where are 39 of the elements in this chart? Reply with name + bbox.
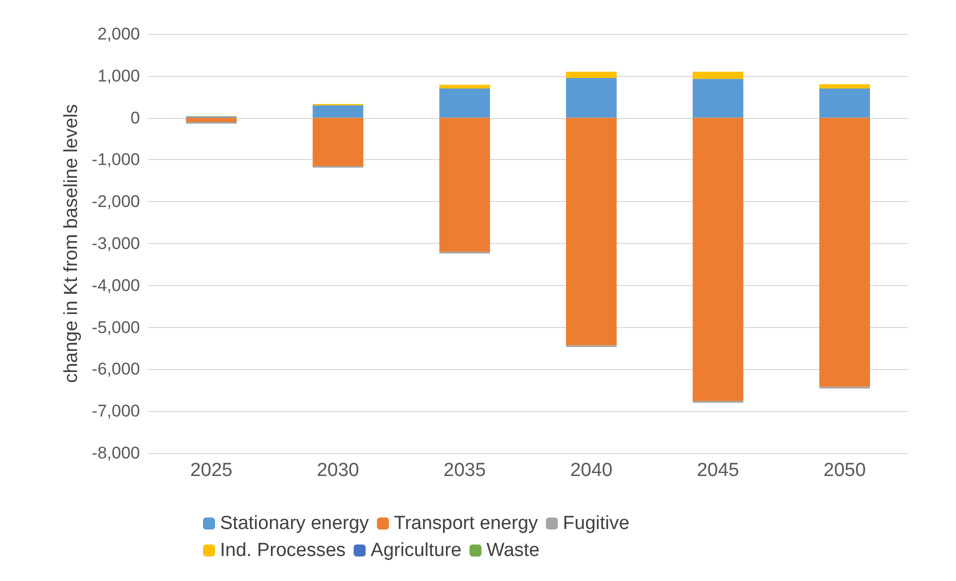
x-tick-label: 2025 bbox=[190, 460, 232, 481]
bar bbox=[819, 88, 870, 118]
bar bbox=[819, 84, 870, 88]
bar bbox=[692, 78, 744, 118]
bar bbox=[186, 118, 237, 122]
legend-label: Agriculture bbox=[370, 540, 462, 561]
x-tick-label: 2035 bbox=[444, 460, 486, 481]
bar bbox=[439, 84, 490, 88]
legend-label: Waste bbox=[486, 540, 540, 561]
x-tick-label: 2045 bbox=[696, 460, 740, 481]
x-tick-label: 2050 bbox=[824, 460, 866, 481]
bar bbox=[566, 78, 617, 118]
y-tick-label: -7,000 bbox=[92, 402, 140, 421]
x-tick-label: 2040 bbox=[570, 460, 612, 481]
legend-label: Transport energy bbox=[394, 513, 538, 534]
y-tick-label: -1,000 bbox=[92, 150, 140, 170]
y-tick-label: 1,000 bbox=[97, 66, 140, 86]
bar bbox=[692, 118, 744, 402]
x-tick-label: 2030 bbox=[316, 460, 360, 481]
y-tick-label: -8,000 bbox=[92, 444, 140, 462]
bar bbox=[312, 118, 364, 166]
y-tick-label: -5,000 bbox=[92, 318, 140, 337]
bar bbox=[692, 72, 744, 79]
legend-label: Ind. Processes bbox=[220, 540, 346, 561]
y-axis-title: change in Kt from baseline levels bbox=[60, 104, 82, 383]
y-tick-label: 0 bbox=[130, 108, 140, 128]
bar bbox=[312, 105, 364, 118]
bar bbox=[439, 88, 490, 118]
bar bbox=[566, 118, 617, 346]
legend-label: Stationary energy bbox=[220, 513, 370, 534]
y-tick-label: -6,000 bbox=[92, 360, 140, 379]
y-tick-label: -4,000 bbox=[92, 276, 140, 295]
bar bbox=[819, 118, 870, 387]
y-tick-label: 2,000 bbox=[97, 24, 140, 44]
y-tick-label: -3,000 bbox=[92, 234, 140, 253]
y-tick-label: -2,000 bbox=[92, 192, 140, 212]
bar bbox=[439, 118, 490, 252]
bar bbox=[566, 72, 617, 78]
legend-label: Fugitive bbox=[562, 513, 630, 534]
